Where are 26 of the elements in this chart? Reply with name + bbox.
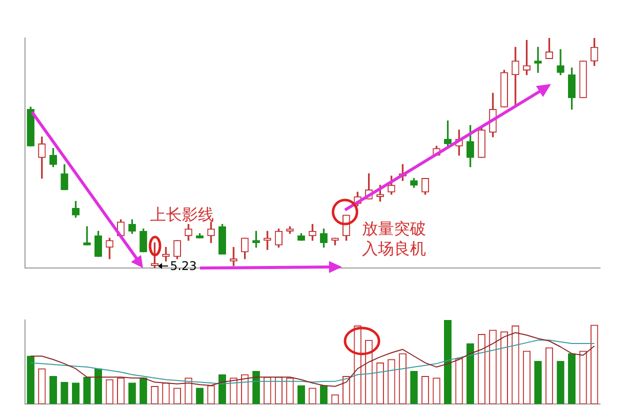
bar bbox=[218, 374, 226, 404]
bar bbox=[94, 368, 102, 404]
bar bbox=[128, 382, 136, 404]
bar bbox=[252, 370, 260, 404]
bar bbox=[83, 376, 91, 404]
bar bbox=[556, 360, 564, 404]
bar bbox=[410, 370, 418, 404]
bar bbox=[444, 320, 452, 404]
bar bbox=[534, 360, 542, 404]
bar bbox=[72, 382, 80, 404]
candlestick bbox=[83, 226, 91, 246]
bar bbox=[26, 356, 34, 404]
bar bbox=[297, 385, 306, 404]
bar bbox=[196, 388, 204, 404]
bar bbox=[568, 353, 576, 404]
candlestick bbox=[162, 246, 170, 262]
annotation: 放量突破入场良机 bbox=[362, 219, 426, 258]
bar bbox=[140, 378, 148, 404]
bar bbox=[466, 343, 474, 404]
bar bbox=[320, 385, 328, 404]
candlestick bbox=[534, 46, 542, 73]
annotation: 上长影线 bbox=[150, 205, 214, 224]
annotation: 5.23 bbox=[170, 259, 197, 274]
bar bbox=[49, 376, 58, 404]
bar bbox=[60, 382, 68, 404]
candlestick bbox=[230, 246, 238, 266]
